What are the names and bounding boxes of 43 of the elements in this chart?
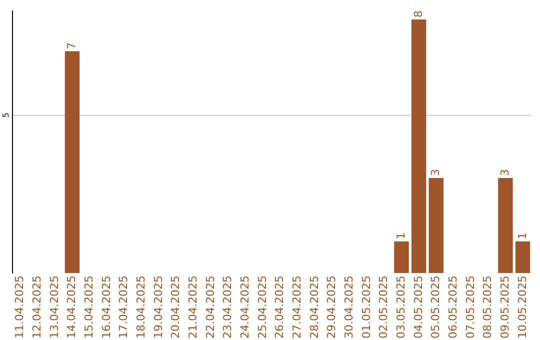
x-tick-label: 05.05.2025 [429, 276, 442, 338]
data-label: 3 [429, 168, 442, 176]
x-tick-label: 26.04.2025 [273, 276, 286, 338]
x-tick-label: 11.04.2025 [13, 276, 26, 338]
x-tick-label: 23.04.2025 [221, 276, 234, 338]
x-tick-label: 27.04.2025 [290, 276, 304, 338]
data-label: 1 [394, 232, 408, 240]
x-tick-label: 13.04.2025 [48, 276, 61, 338]
data-label: 3 [498, 168, 512, 176]
x-tick-label: 04.05.2025 [412, 276, 425, 338]
x-tick-label: 01.05.2025 [360, 276, 373, 338]
x-tick-label: 03.05.2025 [394, 276, 408, 338]
bar [515, 241, 530, 273]
x-tick-label: 15.04.2025 [82, 276, 96, 338]
x-tick-label: 12.04.2025 [30, 276, 44, 338]
x-tick-label: 17.04.2025 [117, 276, 130, 338]
x-tick-label: 02.05.2025 [377, 276, 390, 338]
data-label: 8 [412, 10, 425, 18]
data-label: 7 [65, 42, 78, 50]
x-tick-label: 08.05.2025 [481, 276, 494, 338]
x-tick-label: 21.04.2025 [186, 276, 200, 338]
y-tick-label: 5 [2, 112, 10, 118]
x-tick-label: 24.04.2025 [238, 276, 252, 338]
x-tick-label: 09.05.2025 [498, 276, 512, 338]
x-tick-label: 29.04.2025 [325, 276, 338, 338]
x-tick-label: 20.04.2025 [169, 276, 182, 338]
x-tick-label: 14.04.2025 [65, 276, 78, 338]
x-tick-label: 28.04.2025 [308, 276, 321, 338]
data-label: 1 [516, 232, 529, 240]
x-tick-label: 25.04.2025 [256, 276, 269, 338]
x-tick-label: 10.05.2025 [516, 276, 529, 338]
x-tick-label: 22.04.2025 [204, 276, 217, 338]
bar [394, 241, 409, 273]
x-tick-label: 07.05.2025 [464, 276, 477, 338]
x-tick-label: 16.04.2025 [100, 276, 113, 338]
bar [411, 20, 426, 273]
x-tick-label: 19.04.2025 [152, 276, 165, 338]
bar [64, 51, 80, 273]
x-tick-label: 06.05.2025 [446, 276, 460, 338]
x-tick-label: 30.04.2025 [342, 276, 356, 338]
x-tick-label: 18.04.2025 [134, 276, 148, 338]
bar [498, 178, 513, 273]
bar [428, 178, 444, 273]
